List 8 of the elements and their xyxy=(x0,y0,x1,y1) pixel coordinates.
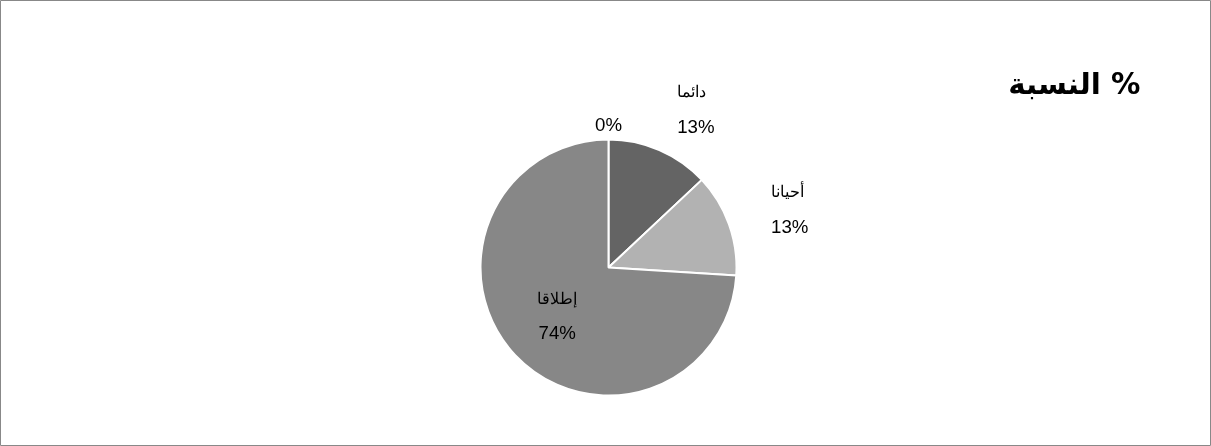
slice-label: أحيانا xyxy=(771,181,805,201)
text: النسبة % xyxy=(1008,66,1141,101)
data-label: 13% xyxy=(677,115,715,137)
data-label: 13% xyxy=(771,215,809,237)
text: 0% xyxy=(595,113,622,135)
slice-label: إطلاقا xyxy=(537,289,578,308)
data-label: 74% xyxy=(538,322,576,344)
slice-label: دائما xyxy=(677,83,707,101)
